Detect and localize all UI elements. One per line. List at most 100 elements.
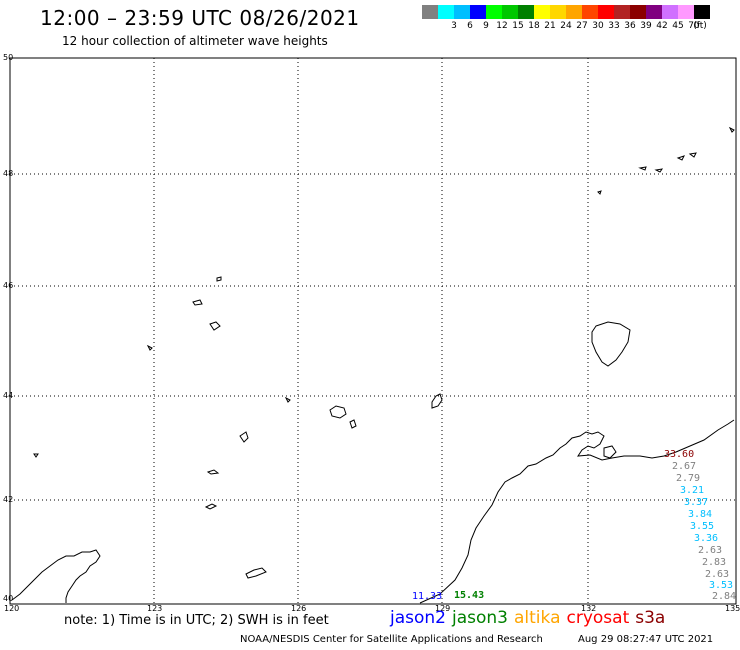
legend-label: 36 (624, 21, 636, 31)
island-east (603, 445, 617, 459)
lat-label-46: 46 (3, 281, 14, 290)
footer-note: note: 1) Time is in UTC; 2) SWH is in fe… (64, 613, 329, 628)
satellite-label: altika (514, 608, 561, 628)
color-legend: 3 6 9 12 15 18 21 24 27 30 33 36 39 42 45 70 (ft) (422, 5, 740, 33)
wave-label: 2.84 (712, 591, 737, 602)
lake-12 (33, 453, 39, 458)
lake-7 (216, 276, 222, 282)
satellite-label: s3a (635, 608, 666, 628)
legend-label: 27 (576, 21, 588, 31)
lake-8 (206, 469, 220, 475)
wave-label: 3.36 (694, 533, 719, 544)
map-title: 12:00 – 23:59 UTC 08/26/2021 (40, 6, 360, 30)
wave-label: 2.83 (702, 557, 727, 568)
satellite-label: jason3 (452, 608, 508, 628)
legend-label: 9 (483, 21, 489, 31)
map-frame (9, 57, 737, 605)
wave-label: 3.53 (709, 580, 734, 591)
lake-2 (329, 405, 347, 419)
legend-label: 21 (544, 21, 556, 31)
legend-swatch (614, 5, 630, 19)
legend-label: 30 (592, 21, 604, 31)
lat-label-48: 48 (3, 169, 14, 178)
legend-swatch (630, 5, 646, 19)
lat-label-50: 50 (3, 53, 14, 62)
legend-swatch (518, 5, 534, 19)
legend-swatch (694, 5, 710, 19)
lat-label-40: 40 (3, 594, 14, 603)
legend-swatch (646, 5, 662, 19)
legend-swatch (598, 5, 614, 19)
legend-swatch (486, 5, 502, 19)
legend-swatch (502, 5, 518, 19)
graticule (10, 58, 736, 604)
lake-khanka (591, 321, 631, 367)
legend-swatch (582, 5, 598, 19)
legend-swatch (422, 5, 438, 19)
generated-timestamp: Aug 29 08:27:47 UTC 2021 (578, 634, 714, 645)
legend-label: 39 (640, 21, 652, 31)
lake-14 (638, 166, 647, 171)
wave-label: 11.33 (412, 591, 443, 602)
lake-18 (597, 190, 602, 195)
legend-swatch (678, 5, 694, 19)
lake-11 (146, 344, 153, 351)
lake-4 (239, 431, 249, 443)
wave-label: 2.67 (672, 461, 697, 472)
legend-unit: (ft) (693, 21, 707, 31)
wave-label: 2.79 (676, 473, 701, 484)
lon-label-129: 129 (435, 604, 451, 613)
coastlines (11, 126, 735, 604)
legend-label: 70 (688, 21, 700, 31)
lake-9 (204, 503, 218, 510)
lat-label-44: 44 (3, 391, 14, 400)
legend-swatch (566, 5, 582, 19)
wave-label: 15.43 (454, 590, 485, 601)
satellite-legend: jason2 jason3 altika cryosat s3a (390, 608, 671, 628)
legend-label: 12 (496, 21, 508, 31)
lake-5 (209, 321, 221, 331)
lon-label-123: 123 (147, 604, 163, 613)
credit-text: NOAA/NESDIS Center for Satellite Applica… (240, 634, 543, 645)
lake-19 (728, 126, 735, 133)
legend-swatch (454, 5, 470, 19)
legend-label: 33 (608, 21, 620, 31)
lon-label-126: 126 (291, 604, 307, 613)
lon-label-132: 132 (581, 604, 597, 613)
lat-label-42: 42 (3, 495, 14, 504)
legend-label: 45 (672, 21, 684, 31)
wave-label: 2.63 (698, 545, 723, 556)
lake-10 (245, 567, 267, 579)
wave-label: 3.37 (684, 497, 709, 508)
wave-label: 3.21 (680, 485, 705, 496)
legend-label: 18 (528, 21, 540, 31)
lake-17 (688, 152, 697, 158)
coastline-west (11, 549, 101, 603)
legend-swatch (662, 5, 678, 19)
map-subtitle: 12 hour collection of altimeter wave hei… (62, 34, 328, 48)
legend-label: 3 (451, 21, 457, 31)
legend-label: 6 (467, 21, 473, 31)
lake-13 (284, 396, 291, 403)
legend-swatch (470, 5, 486, 19)
legend-swatches (422, 5, 740, 19)
wave-label: 33.60 (664, 449, 695, 460)
lake-16 (676, 155, 685, 161)
satellite-label: cryosat (566, 608, 630, 628)
legend-swatch (534, 5, 550, 19)
lake-6 (192, 299, 203, 306)
legend-swatch (438, 5, 454, 19)
coastline-main (419, 419, 735, 604)
legend-labels: 3 6 9 12 15 18 21 24 27 30 33 36 39 42 45 70 (ft) (422, 19, 740, 33)
lake-15 (654, 168, 664, 173)
lake-1 (431, 393, 443, 409)
lon-label-120: 120 (4, 604, 20, 613)
lon-label-135: 135 (725, 604, 740, 613)
legend-label: 15 (512, 21, 524, 31)
lake-3 (349, 419, 357, 429)
satellite-label: jason2 (390, 608, 446, 628)
wave-label: 3.55 (690, 521, 715, 532)
wave-label: 3.84 (688, 509, 713, 520)
legend-label: 42 (656, 21, 668, 31)
